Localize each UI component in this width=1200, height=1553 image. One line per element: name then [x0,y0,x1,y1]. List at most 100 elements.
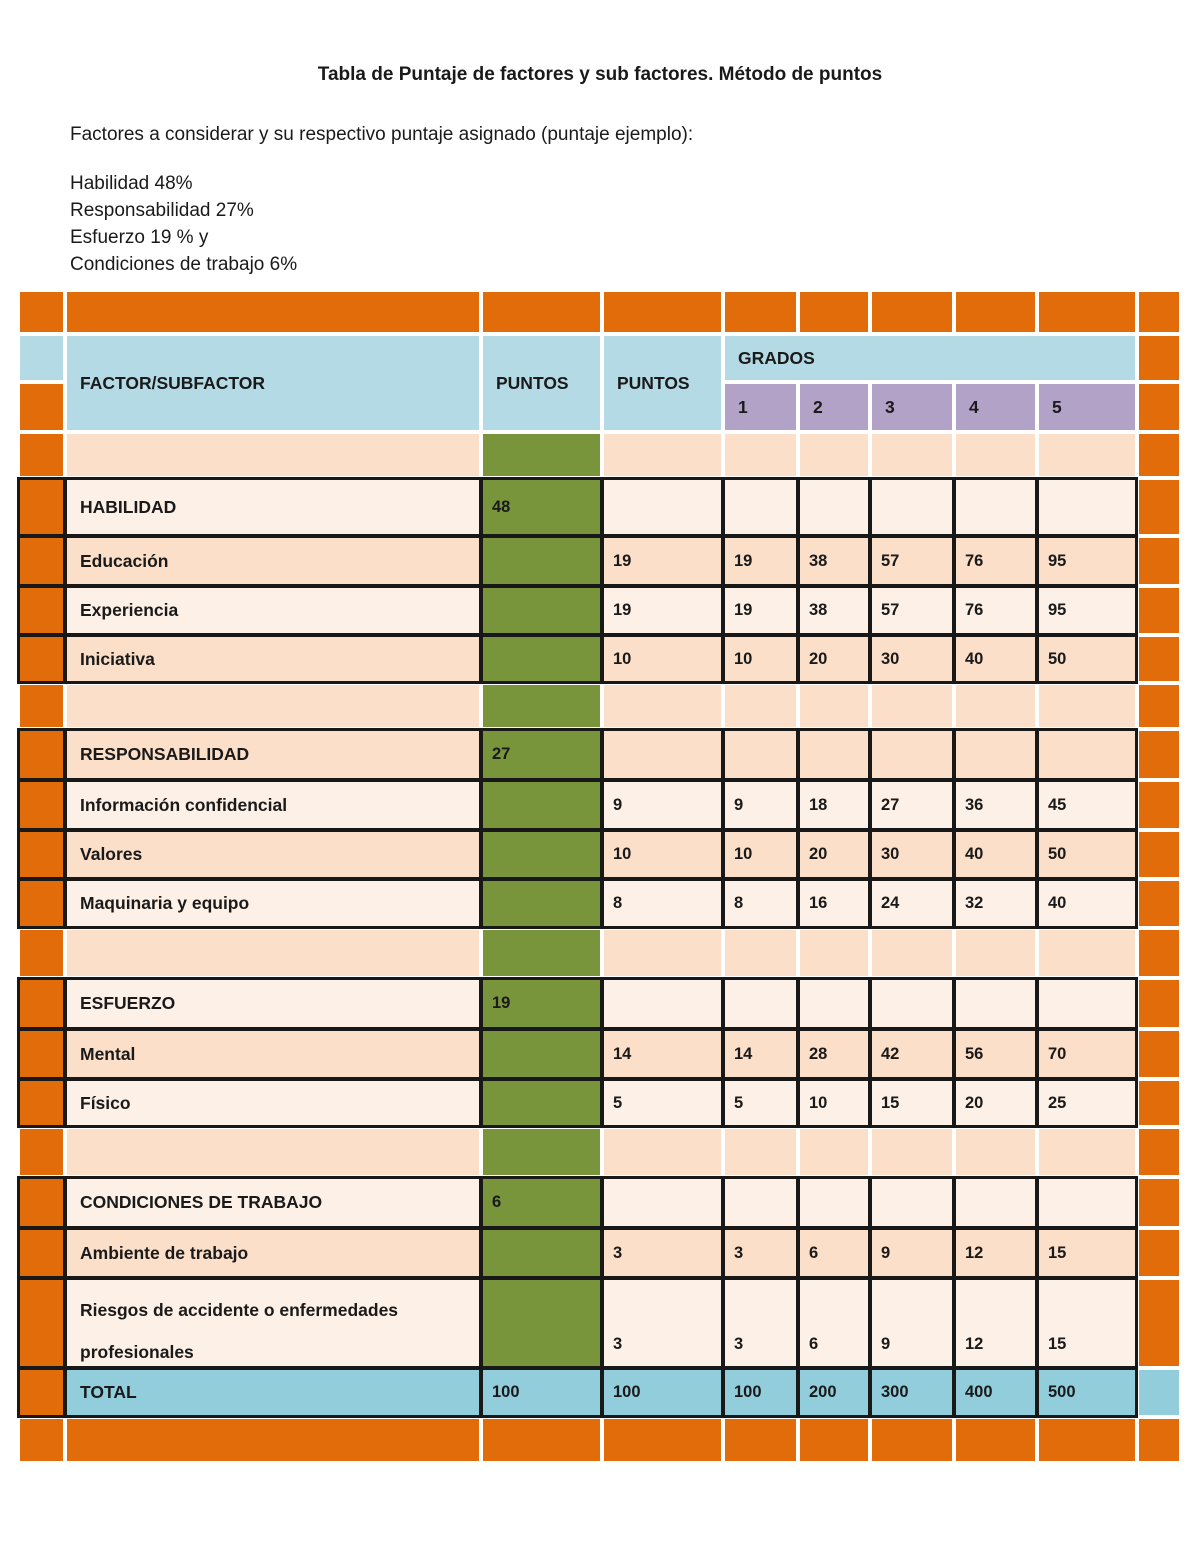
edge-cell [1139,538,1179,584]
spacer-cell [956,434,1035,476]
subfactor-puntos: 19 [604,588,721,633]
bottom-border-cell [956,1419,1035,1461]
points-column-cell [483,434,600,476]
grade-value: 9 [725,782,796,828]
empty-cell [604,731,721,778]
grade-value: 30 [872,832,952,877]
empty-cell [800,980,868,1027]
grade-value: 6 [800,1280,868,1366]
spacer-cell [872,1129,952,1175]
header-edge-cell [20,384,63,430]
edge-cell [1139,1280,1179,1366]
points-column-cell [483,588,600,633]
grade-value: 20 [800,637,868,681]
empty-cell [956,1179,1035,1226]
grade-value: 30 [872,637,952,681]
spacer-cell [956,1129,1035,1175]
document-header: Tabla de Puntaje de factores y sub facto… [0,0,1200,278]
spacer-cell [1039,1129,1135,1175]
grade-value: 19 [725,538,796,584]
subfactor-puntos: 10 [604,637,721,681]
grade-value: 5 [725,1081,796,1125]
edge-cell [1139,1370,1179,1415]
grade-number-2: 2 [800,384,868,430]
grade-value: 9 [872,1230,952,1276]
edge-cell [1139,588,1179,633]
header-puntos-1: PUNTOS [483,336,600,430]
top-border-cell [725,292,796,332]
points-column-cell [483,637,600,681]
total-grade-value: 200 [800,1370,868,1415]
spacer-cell [67,930,479,976]
grade-value: 40 [1039,881,1135,926]
edge-cell [1139,434,1179,476]
grade-value: 57 [872,538,952,584]
points-column-cell [483,930,600,976]
subfactor-label: Iniciativa [67,637,479,681]
grade-value: 56 [956,1031,1035,1077]
grade-value: 9 [872,1280,952,1366]
bottom-border-cell [20,1419,63,1461]
grade-value: 12 [956,1280,1035,1366]
subfactor-label: Ambiente de trabajo [67,1230,479,1276]
subfactor-puntos: 19 [604,538,721,584]
header-edge-cell [1139,336,1179,380]
total-grade-value: 100 [725,1370,796,1415]
points-column-cell [483,1230,600,1276]
subfactor-puntos: 14 [604,1031,721,1077]
edge-cell [20,930,63,976]
edge-cell [1139,480,1179,534]
weight-responsabilidad: Responsabilidad 27% [70,200,254,221]
grade-value: 40 [956,637,1035,681]
header-edge-cell [20,336,63,380]
edge-cell [1139,637,1179,681]
edge-cell [20,685,63,727]
spacer-cell [872,930,952,976]
edge-cell [20,434,63,476]
header-edge-cell [1139,384,1179,430]
edge-cell [20,832,63,877]
spacer-cell [725,1129,796,1175]
grade-value: 38 [800,588,868,633]
edge-cell [20,1370,63,1415]
spacer-cell [956,685,1035,727]
bottom-border-cell [604,1419,721,1461]
top-border-cell [800,292,868,332]
edge-cell [20,1129,63,1175]
edge-cell [1139,731,1179,778]
spacer-cell [604,930,721,976]
grade-value: 12 [956,1230,1035,1276]
grade-value: 8 [725,881,796,926]
subfactor-puntos: 9 [604,782,721,828]
empty-cell [604,1179,721,1226]
factor-name-responsabilidad: RESPONSABILIDAD [67,731,479,778]
grade-number-5: 5 [1039,384,1135,430]
grade-value: 38 [800,538,868,584]
empty-cell [800,1179,868,1226]
empty-cell [604,480,721,534]
grade-value: 15 [1039,1230,1135,1276]
spacer-cell [1039,685,1135,727]
edge-cell [20,480,63,534]
edge-cell [20,980,63,1027]
grade-number-1: 1 [725,384,796,430]
total-grade-value: 300 [872,1370,952,1415]
factor-weight-list: Habilidad 48% Responsabilidad 27% Esfuer… [70,170,1130,278]
edge-cell [1139,685,1179,727]
top-border-cell [1039,292,1135,332]
subfactor-puntos: 5 [604,1081,721,1125]
top-border-cell [483,292,600,332]
subfactor-label: Valores [67,832,479,877]
total-grade-value: 400 [956,1370,1035,1415]
spacer-cell [604,685,721,727]
spacer-cell [800,434,868,476]
empty-cell [800,731,868,778]
spacer-cell [800,1129,868,1175]
grade-value: 20 [956,1081,1035,1125]
spacer-cell [1039,434,1135,476]
spacer-cell [604,434,721,476]
grade-value: 95 [1039,538,1135,584]
bottom-border-cell [1039,1419,1135,1461]
empty-cell [725,480,796,534]
spacer-cell [67,1129,479,1175]
